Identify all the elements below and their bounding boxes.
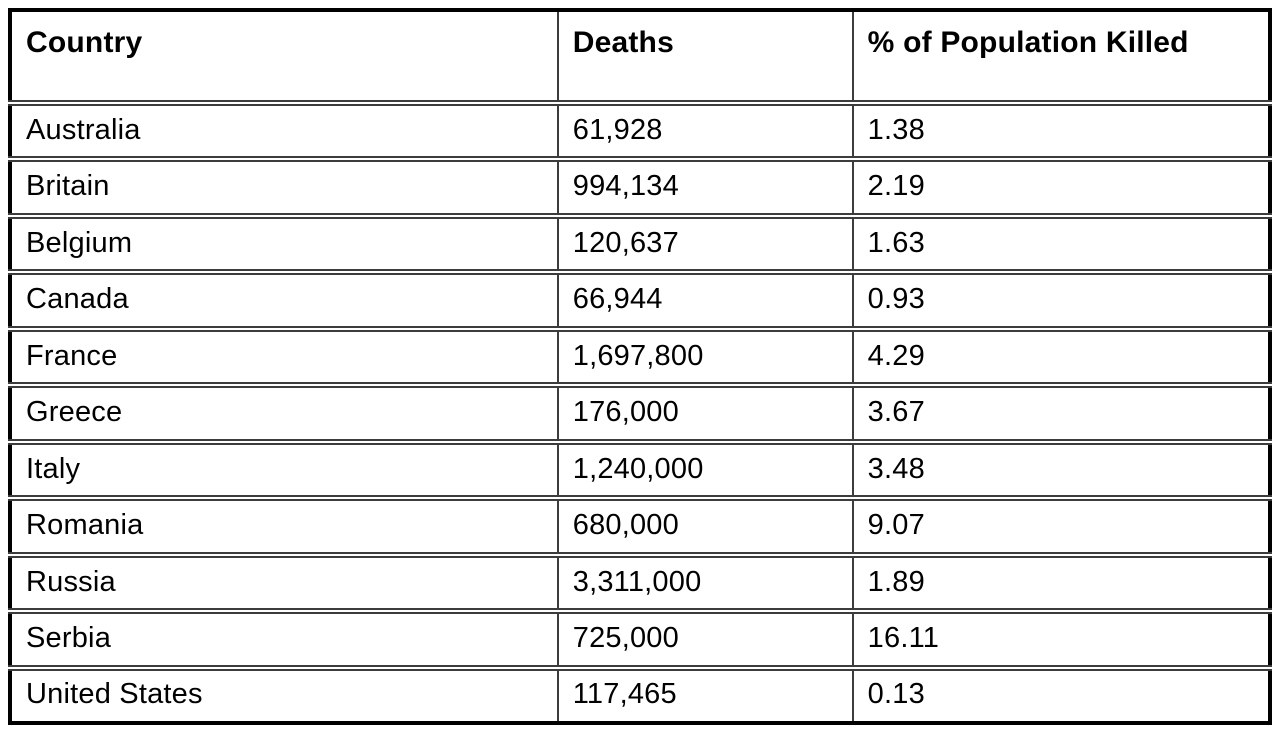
cell-pct: 1.63 (851, 215, 1270, 276)
cell-country: Italy (10, 441, 558, 502)
cell-deaths: 994,134 (556, 159, 853, 219)
cell-deaths: 66,944 (556, 272, 853, 332)
cell-deaths: 61,928 (556, 103, 853, 163)
cell-country: Serbia (10, 611, 558, 671)
cell-pct: 9.07 (851, 498, 1270, 558)
cell-pct: 0.93 (851, 272, 1270, 332)
cell-pct: 3.48 (851, 441, 1270, 502)
cell-deaths: 1,240,000 (556, 441, 853, 502)
cell-deaths: 680,000 (556, 498, 853, 558)
cell-country: Russia (10, 554, 558, 615)
cell-deaths: 3,311,000 (556, 554, 853, 615)
cell-pct: 4.29 (851, 328, 1270, 389)
deaths-by-country-table: Country Deaths % of Population Killed Au… (8, 8, 1272, 725)
header-row: Country Deaths % of Population Killed (10, 10, 1270, 106)
table-row: Australia 61,928 1.38 (10, 103, 1270, 163)
table-row: Belgium 120,637 1.63 (10, 215, 1270, 276)
column-header-pct-population-killed: % of Population Killed (851, 10, 1270, 106)
cell-country: Belgium (10, 215, 558, 276)
table-row: Greece 176,000 3.67 (10, 385, 1270, 445)
cell-deaths: 120,637 (556, 215, 853, 276)
cell-pct: 16.11 (851, 611, 1270, 671)
table-row: Russia 3,311,000 1.89 (10, 554, 1270, 615)
table-row: France 1,697,800 4.29 (10, 328, 1270, 389)
cell-pct: 3.67 (851, 385, 1270, 445)
table-row: Serbia 725,000 16.11 (10, 611, 1270, 671)
table-row: United States 117,465 0.13 (10, 667, 1270, 723)
cell-country: France (10, 328, 558, 389)
cell-deaths: 725,000 (556, 611, 853, 671)
cell-country: United States (26, 678, 203, 711)
cell-deaths: 1,697,800 (556, 328, 853, 389)
cell-pct: 2.19 (851, 159, 1270, 219)
cell-pct: 1.89 (851, 554, 1270, 615)
cell-country: Britain (10, 159, 558, 219)
cell-country: Canada (10, 272, 558, 332)
column-header-deaths: Deaths (556, 10, 853, 106)
table-row: Italy 1,240,000 3.48 (10, 441, 1270, 502)
table-row: Britain 994,134 2.19 (10, 159, 1270, 219)
cell-country: Australia (10, 103, 558, 163)
cell-deaths: 117,465 (556, 667, 853, 723)
cell-country: Greece (10, 385, 558, 445)
column-header-country: Country (10, 10, 558, 106)
cell-pct: 1.38 (851, 103, 1270, 163)
table-body: Australia 61,928 1.38 Britain 994,134 2.19 Bel… (10, 103, 1270, 723)
table-row: Canada 66,944 0.93 (10, 272, 1270, 332)
cell-country: Romania (10, 498, 558, 558)
table-row: Romania 680,000 9.07 (10, 498, 1270, 558)
cell-deaths: 176,000 (556, 385, 853, 445)
cell-pct: 0.13 (851, 667, 1270, 723)
